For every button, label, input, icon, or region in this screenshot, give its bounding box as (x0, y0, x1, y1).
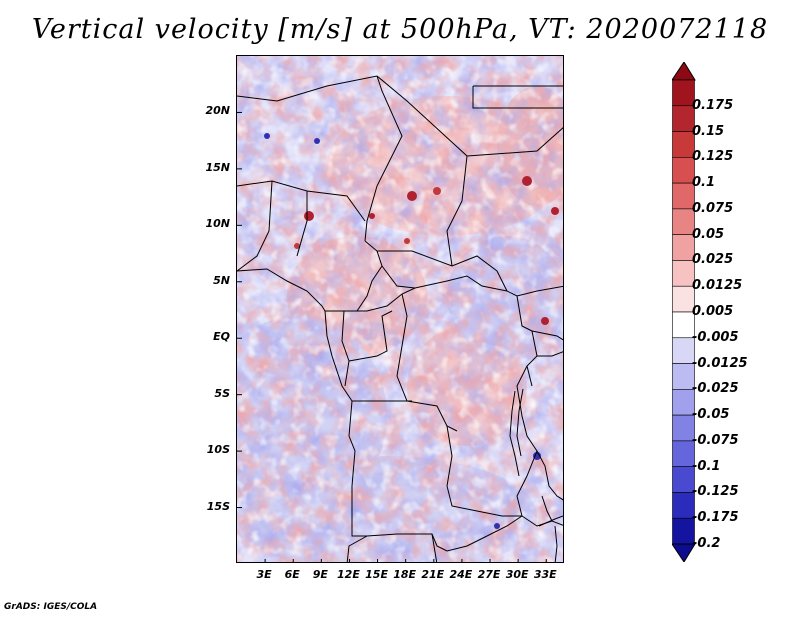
lat-label: 10S (206, 443, 230, 457)
lon-label: 15E (365, 568, 388, 581)
lon-label: 12E (337, 568, 360, 581)
legend-arrow-bottom (672, 543, 696, 562)
lon-label: 3E (256, 568, 272, 581)
color-legend: 0.175 0.15 0.125 0.1 0.075 0.05 0.025 0.0125 0.0… (672, 62, 792, 562)
legend-label: -0.05 (692, 407, 730, 423)
lat-label: 5S (214, 386, 230, 400)
legend-label: -0.005 (692, 329, 739, 345)
legend-label: 0.075 (692, 200, 734, 216)
lon-label: 9E (312, 568, 328, 581)
lat-label: 10N (205, 217, 230, 231)
legend-label: -0.125 (692, 484, 739, 500)
legend-label: -0.2 (692, 536, 721, 551)
lat-label: 15N (205, 160, 230, 174)
legend-label: -0.025 (692, 381, 739, 397)
lat-label: 20N (205, 104, 230, 118)
legend-label: 0.025 (692, 252, 734, 268)
lon-label: 27E (477, 568, 501, 581)
map-canvas (237, 56, 563, 562)
legend-label: -0.175 (692, 510, 739, 526)
legend-label: -0.0125 (692, 355, 748, 371)
grads-credit: GrADS: IGES/COLA (4, 602, 98, 612)
lon-label: 18E (393, 568, 417, 581)
legend-label: -0.1 (692, 458, 721, 474)
legend-label: 0.15 (692, 123, 725, 139)
legend-label: -0.075 (692, 432, 739, 448)
lon-label: 6E (284, 568, 300, 581)
country-borders (237, 75, 563, 562)
legend-colorbar (672, 62, 696, 562)
legend-label: 0.05 (692, 226, 725, 242)
grid-ticks (237, 111, 547, 562)
legend-label: 0.175 (692, 97, 734, 113)
velocity-map (236, 55, 564, 563)
lat-label: 5N (213, 273, 230, 287)
legend-label: 0.125 (692, 149, 734, 165)
legend-label: 0.1 (692, 175, 716, 191)
map-title: Vertical velocity [m/s] at 500hPa, VT: 2… (31, 14, 769, 45)
legend-label: 0.0125 (692, 278, 743, 294)
lon-label: 24E (449, 568, 473, 581)
legend-label: 0.005 (692, 304, 734, 319)
lat-label: EQ (213, 330, 230, 344)
convective-cells (264, 133, 559, 529)
legend-arrow-top (672, 62, 696, 81)
lon-label: 30E (505, 568, 529, 581)
lat-label: 15S (206, 499, 230, 513)
lon-label: 21E (421, 568, 445, 581)
lon-label: 33E (533, 568, 557, 581)
